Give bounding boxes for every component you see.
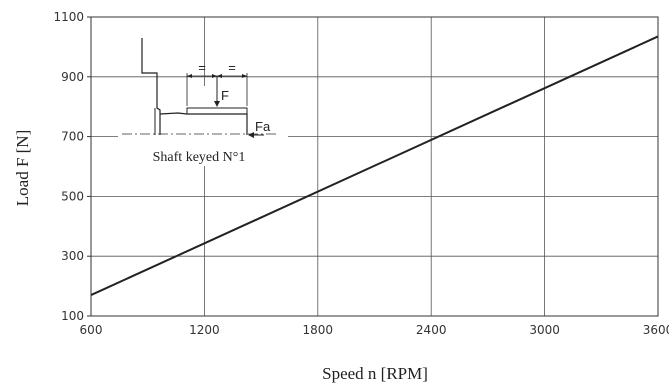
x-tick-label: 1200 [189,323,220,337]
x-tick-label: 2400 [416,323,447,337]
force-arrowhead [214,101,220,107]
plot-frame [90,16,659,317]
x-tick-label: 3000 [529,323,560,337]
shaft-schematic: = = F Fa Shaft keyed N°1 [118,38,288,166]
equal-mark-right: = [228,60,236,75]
y-tick-label: 900 [61,70,84,84]
inset-background [118,86,288,166]
y-axis-title: Load F [N] [13,130,32,206]
y-tick-label: 500 [61,189,84,203]
equal-mark-left: = [198,60,206,75]
pulley-hub [186,107,248,114]
y-tick-label: 1100 [53,10,84,24]
axial-force-label: Fa [255,119,271,134]
force-label: F [221,88,229,103]
series-group [90,35,659,296]
axial-force-arrowhead [248,132,254,138]
x-tick-label: 1800 [303,323,334,337]
inset-caption: Shaft keyed N°1 [153,150,246,165]
y-tick-label: 100 [61,309,84,323]
x-tick-label: 600 [80,323,103,337]
y-tick-label: 300 [61,249,84,263]
shaft-shoulder [141,38,161,135]
x-axis-title: Speed n [RPM] [322,364,428,383]
series-line [90,35,659,296]
x-tick-label: 3600 [643,323,669,337]
y-tick-label: 700 [61,130,84,144]
tick-labels: 600 1200 1800 2400 3000 3600 100 300 500 700 900 11… [53,10,669,337]
